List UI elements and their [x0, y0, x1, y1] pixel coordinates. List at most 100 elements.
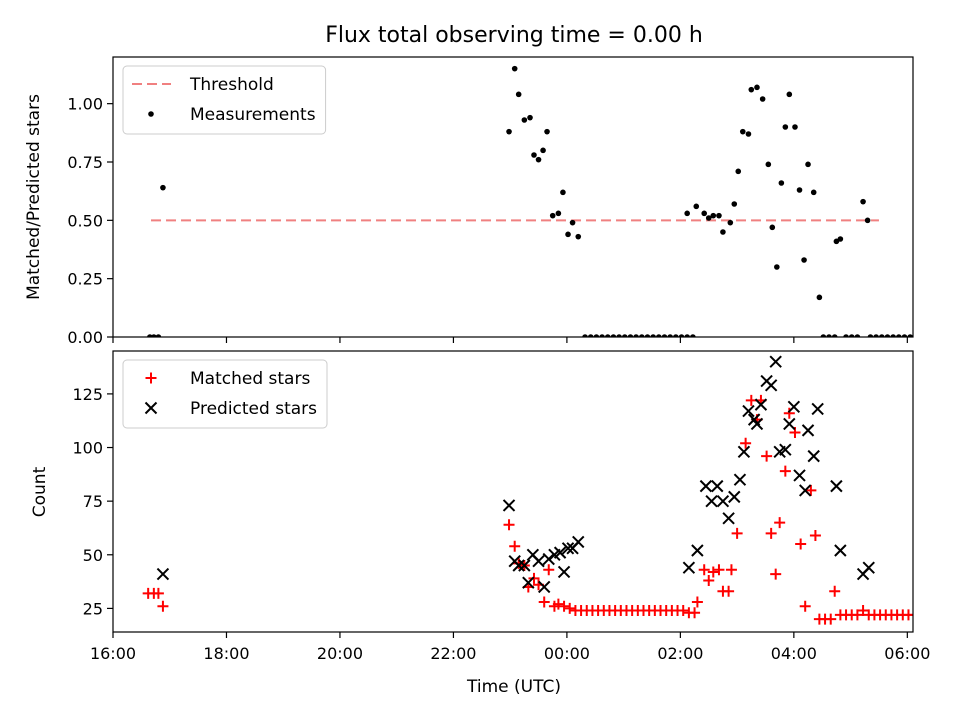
- plot-area: [147, 65, 942, 340]
- data-point: [826, 334, 832, 337]
- data-point: [506, 128, 512, 135]
- data-point: [779, 443, 792, 456]
- data-point: [650, 334, 656, 337]
- data-point: [848, 334, 855, 337]
- legend-swatch: [145, 372, 157, 384]
- data-point: [621, 334, 628, 337]
- data-point: [155, 334, 162, 337]
- data-point: [152, 587, 164, 599]
- series-predicted-stars: [156, 355, 875, 594]
- y-tick-label: 0.25: [67, 270, 103, 289]
- x-tick-label: 18:00: [203, 644, 249, 663]
- data-point: [512, 559, 525, 572]
- data-point: [774, 264, 780, 270]
- data-point: [582, 334, 588, 337]
- y-tick-label: 100: [72, 439, 103, 458]
- legend-label: Measurements: [190, 105, 316, 125]
- legend-frame: [122, 359, 328, 429]
- data-point: [723, 585, 735, 597]
- data-point: [805, 484, 817, 496]
- data-point: [722, 512, 735, 525]
- data-point: [558, 600, 570, 612]
- x-axis-label: Time (UTC): [466, 677, 561, 697]
- data-point: [511, 65, 518, 72]
- data-point: [820, 334, 827, 337]
- data-point: [678, 334, 685, 337]
- data-point: [537, 580, 551, 594]
- data-point: [560, 189, 566, 196]
- data-point: [553, 546, 567, 559]
- x-tick-label: 00:00: [544, 644, 590, 663]
- data-point: [769, 355, 782, 368]
- data-point: [509, 540, 521, 552]
- data-point: [705, 215, 712, 221]
- series-matched-stars: [142, 394, 937, 625]
- data-point: [810, 189, 817, 196]
- x-tick-label: 16:00: [90, 644, 136, 663]
- data-point: [561, 542, 575, 555]
- y-tick-label: 0.75: [67, 153, 103, 172]
- data-point: [901, 334, 908, 337]
- data-point: [599, 334, 605, 337]
- data-point: [936, 334, 942, 340]
- data-point: [151, 334, 157, 337]
- data-point: [627, 334, 634, 337]
- y-tick-label: 0.00: [67, 328, 103, 347]
- data-point: [543, 564, 555, 576]
- data-point: [711, 479, 724, 493]
- data-point: [610, 334, 617, 337]
- data-point: [733, 473, 747, 486]
- data-point: [160, 184, 166, 191]
- data-point: [535, 156, 542, 163]
- data-point: [716, 212, 722, 219]
- data-point: [564, 602, 576, 614]
- data-point: [682, 561, 696, 574]
- data-point: [770, 568, 782, 580]
- data-point: [728, 490, 741, 504]
- data-point: [748, 86, 755, 93]
- y-tick-label: 25: [83, 599, 103, 618]
- legend-frame: [122, 65, 327, 135]
- data-point: [701, 210, 708, 217]
- data-point: [540, 147, 546, 154]
- data-point: [502, 499, 516, 512]
- data-point: [805, 161, 811, 168]
- data-point: [831, 334, 838, 337]
- data-point: [587, 334, 594, 337]
- data-point: [725, 564, 737, 576]
- data-point: [801, 257, 807, 263]
- data-point: [860, 198, 866, 205]
- legend-swatch: [148, 111, 154, 117]
- data-point: [765, 527, 777, 539]
- data-point: [924, 334, 930, 340]
- data-point: [750, 417, 764, 431]
- data-point: [884, 334, 891, 337]
- data-point: [739, 128, 746, 135]
- x-tick-label: 20:00: [317, 644, 363, 663]
- data-point: [565, 231, 571, 238]
- data-point: [532, 555, 545, 568]
- x-tick-label: 22:00: [430, 644, 476, 663]
- legend-label: Predicted stars: [190, 399, 317, 419]
- data-point: [693, 203, 700, 210]
- data-point: [926, 609, 937, 620]
- plot-area: [142, 355, 937, 625]
- data-point: [920, 609, 931, 620]
- legend: Matched stars Predicted stars: [122, 359, 328, 429]
- data-point: [737, 445, 751, 459]
- top-panel: 0.00 0.25 0.50 0.75 1.00 Threshold Measurement…: [67, 56, 942, 347]
- data-point: [656, 334, 662, 337]
- data-point: [684, 334, 690, 337]
- data-point: [754, 398, 768, 411]
- data-point: [742, 404, 755, 418]
- data-point: [593, 334, 600, 337]
- data-point: [793, 469, 806, 482]
- data-point: [667, 334, 673, 337]
- chart-title: Flux total observing time = 0.00 h: [325, 23, 703, 48]
- data-point: [633, 334, 639, 337]
- data-point: [677, 605, 689, 617]
- data-point: [731, 527, 743, 539]
- y-tick-label: 0.50: [67, 211, 103, 230]
- data-point: [778, 180, 785, 186]
